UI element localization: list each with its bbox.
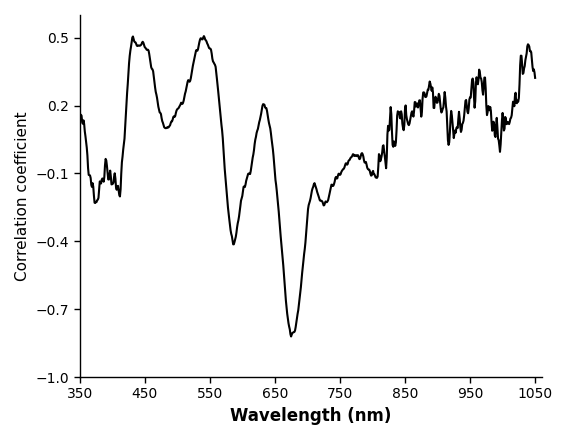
X-axis label: Wavelength (nm): Wavelength (nm) bbox=[230, 407, 391, 425]
Y-axis label: Correlation coefficient: Correlation coefficient bbox=[15, 111, 30, 281]
